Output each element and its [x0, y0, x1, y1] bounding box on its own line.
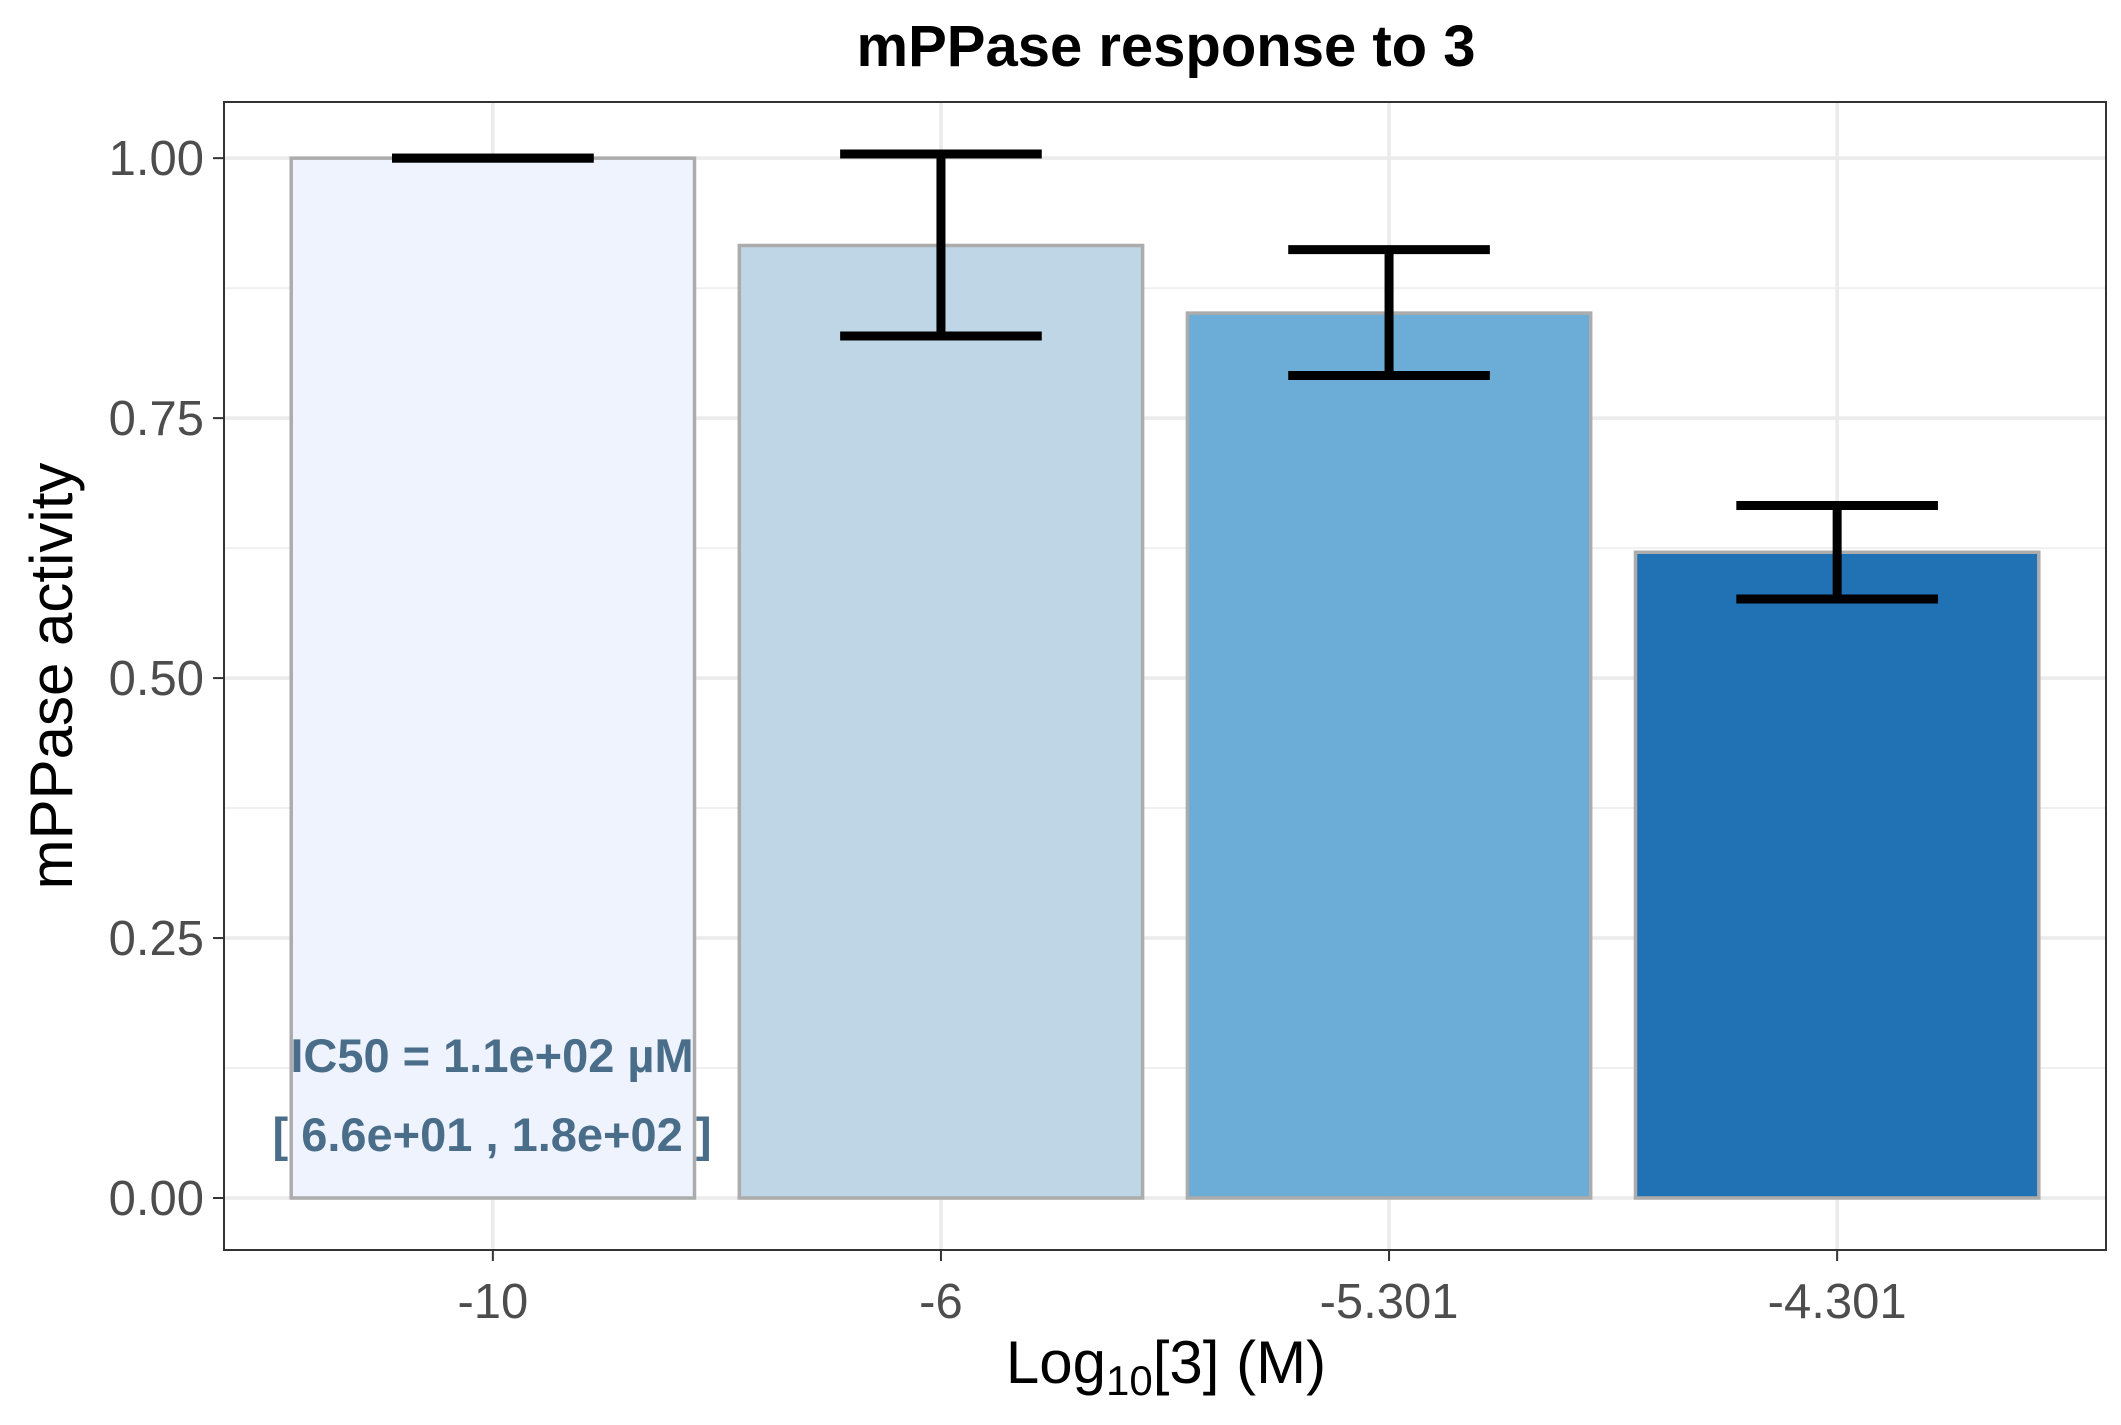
x-tick-label: -6	[919, 1275, 963, 1329]
y-axis-title: mPPase activity	[18, 463, 85, 890]
error-bars	[392, 149, 1938, 604]
error-bar--6	[840, 149, 1042, 341]
bar--6	[737, 243, 1145, 1200]
y-tick-label: 0.75	[109, 392, 204, 446]
x-axis-title-suffix: [3] (M)	[1153, 1329, 1326, 1396]
x-axis-title: Log10[3] (M)	[1006, 1329, 1326, 1404]
ic50-confidence-interval: [ 6.6e+01 , 1.8e+02 ]	[273, 1108, 712, 1161]
bars	[289, 156, 2041, 1200]
x-tick-label: -5.301	[1320, 1275, 1459, 1329]
x-axis-title-subscript: 10	[1106, 1357, 1153, 1404]
error-bar--4.301	[1736, 500, 1938, 604]
bar--5.301	[1185, 311, 1593, 1200]
x-axis-ticks: -10 -6 -5.301 -4.301	[457, 1250, 1907, 1329]
y-tick-label: 0.50	[109, 652, 204, 706]
chart-title: mPPase response to 3	[857, 14, 1476, 79]
x-tick-label: -4.301	[1768, 1275, 1907, 1329]
x-axis-title-prefix: Log	[1006, 1329, 1106, 1396]
bar--4.301	[1633, 550, 2041, 1200]
y-tick-label: 0.00	[109, 1172, 204, 1226]
y-tick-label: 0.25	[109, 912, 204, 966]
error-bar--5.301	[1288, 245, 1490, 380]
y-axis-ticks: 0.00 0.25 0.50 0.75 1.00	[109, 132, 224, 1226]
plot-panel-border	[223, 101, 2107, 1251]
ic50-annotation: IC50 = 1.1e+02 µM	[290, 1029, 693, 1082]
bar--10	[289, 156, 697, 1200]
x-tick-label: -10	[457, 1275, 528, 1329]
y-tick-label: 1.00	[109, 132, 204, 186]
